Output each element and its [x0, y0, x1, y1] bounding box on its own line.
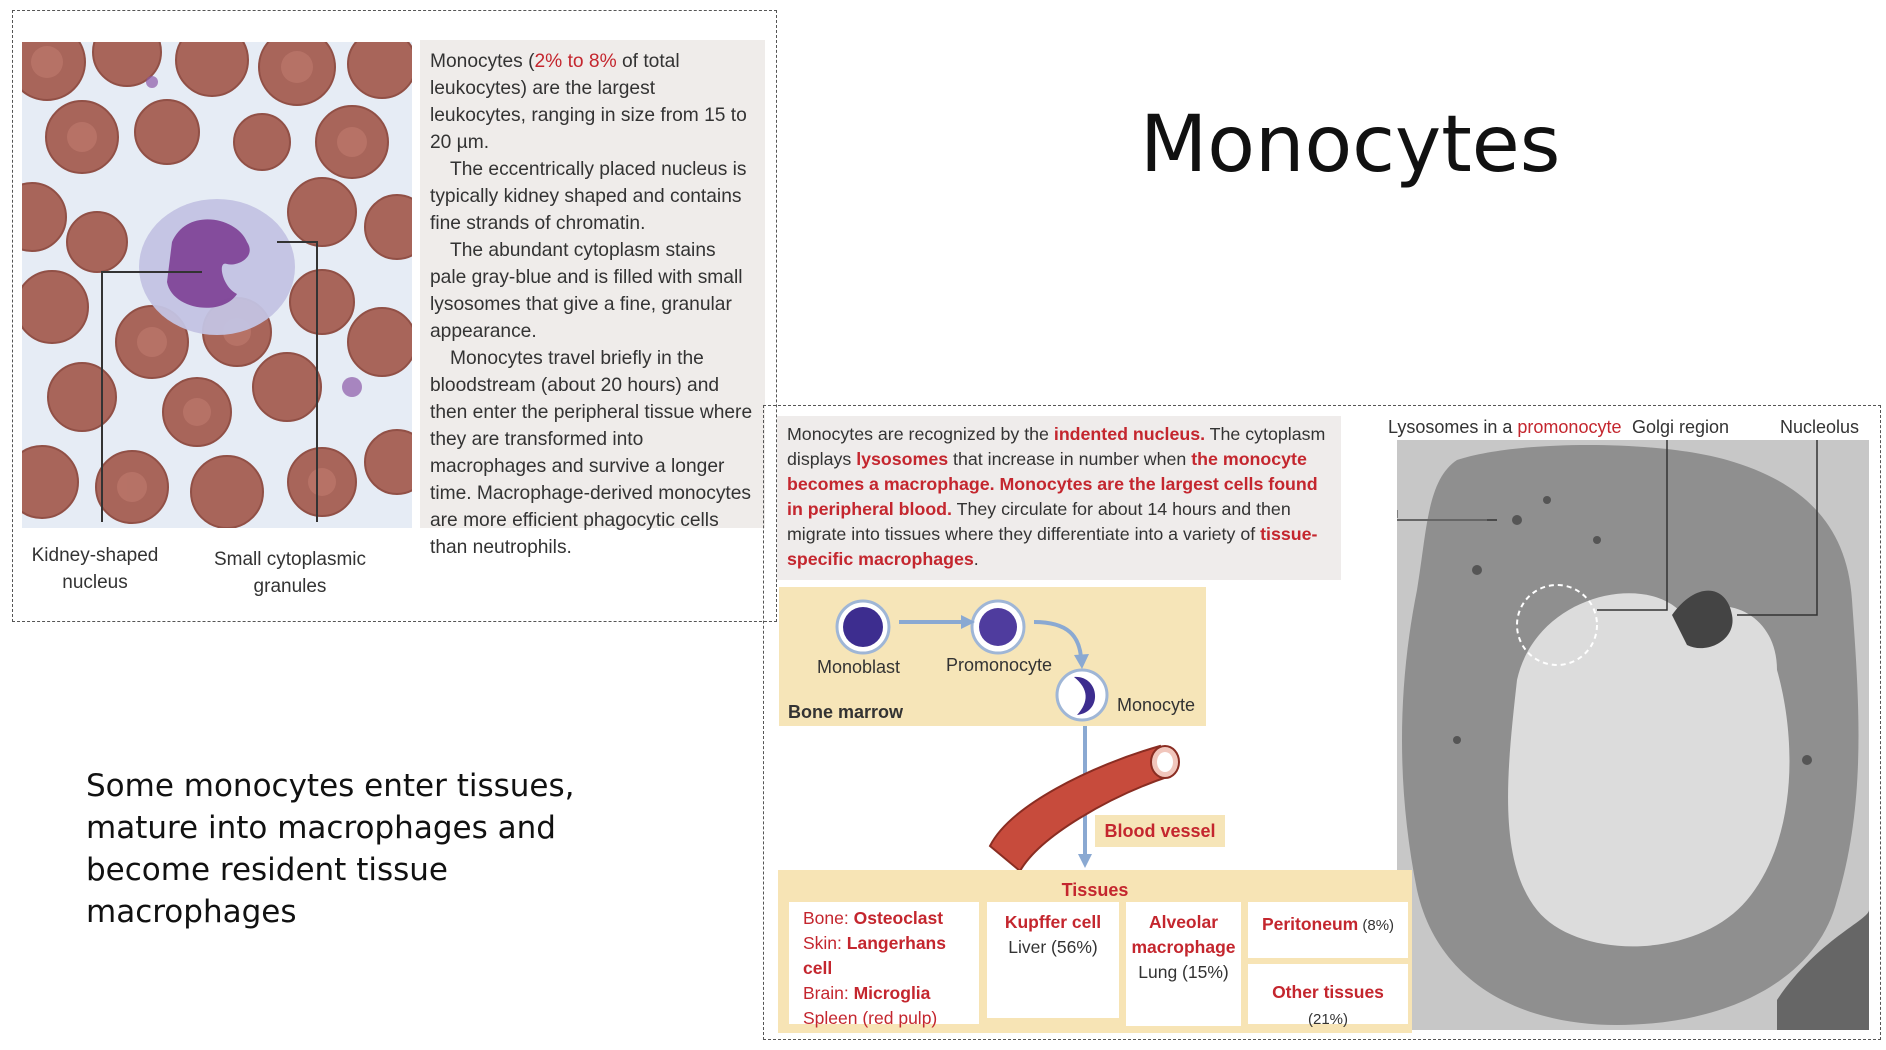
- tissue-kupffer-cell: Kupffer cell: [1004, 912, 1102, 932]
- para1-percentage: 2% to 8%: [534, 51, 617, 72]
- tissue-spleen-value: (red pulp): [862, 1008, 938, 1028]
- tissue-box-misc: Bone: Osteoclast Skin: Langerhans cell B…: [789, 902, 979, 1028]
- tissue-brain: Brain: Microglia: [803, 981, 965, 1006]
- label-kidney-shaped-nucleus: Kidney-shaped nucleus: [20, 542, 170, 596]
- tissue-bone-value: Osteoclast: [853, 908, 944, 928]
- text2-tissue-specific: tissue-specific macrophages: [787, 524, 1318, 569]
- tissue-box-other: Other tissues (21%): [1248, 964, 1408, 1028]
- label-kidney-shaped-line2: nucleus: [62, 572, 128, 593]
- text2-macrophage-emphasis: the monocyte becomes a macrophage. Monoc…: [787, 449, 1318, 519]
- text2-part3: The cytoplasm displays: [787, 424, 1326, 469]
- text2-part5: that increase in number when: [948, 449, 1192, 469]
- tissue-bone: Bone: Osteoclast: [803, 906, 965, 931]
- label-bone-marrow: Bone marrow: [788, 702, 904, 722]
- tissues-box: Tissues Bone: Osteoclast Skin: Langerhan…: [778, 870, 1412, 1033]
- tissue-spleen-label: Spleen: [803, 1008, 863, 1028]
- text2-part1: Monocytes are recognized by the: [787, 424, 1054, 444]
- text2-indented-nucleus: indented nucleus.: [1053, 424, 1206, 444]
- description-para-2: The eccentrically placed nucleus is typi…: [430, 159, 747, 234]
- tissue-skin-label: Skin:: [803, 933, 847, 953]
- tissue-skin: Skin: Langerhans cell: [803, 931, 965, 981]
- tissue-alveolar-line1: Alveolar: [1148, 912, 1219, 932]
- slide-body-text: Some monocytes enter tissues, mature int…: [86, 768, 575, 930]
- tissue-box-kupffer: Kupffer cell Liver (56%): [987, 902, 1119, 1018]
- label-monocyte: Monocyte: [1117, 695, 1196, 715]
- monocyte-differentiation-panel: [763, 405, 1881, 1040]
- tissue-box-peritoneum: Peritoneum (8%): [1248, 902, 1408, 958]
- description-para-3: The abundant cytoplasm stains pale gray-…: [430, 240, 743, 342]
- em-label-lysosomes: Lysosomes in a promonocyte: [1388, 417, 1621, 438]
- tissue-peritoneum-pct: (8%): [1358, 917, 1395, 934]
- electron-micrograph-illustration: [1397, 440, 1869, 1030]
- tissue-liver: Liver (56%): [1008, 937, 1098, 957]
- para1-end: of total leukocytes) are the largest leu…: [430, 51, 747, 153]
- text2-period: .: [973, 549, 979, 569]
- description-para-4: Monocytes travel briefly in the bloodstr…: [430, 348, 753, 558]
- description-para-1: Monocytes (2% to 8% of total leukocytes)…: [430, 48, 755, 156]
- em-label-golgi-region: Golgi region: [1632, 417, 1730, 437]
- tissue-brain-label: Brain:: [803, 983, 854, 1003]
- bone-marrow-flow-box: Monoblast Promonocyte Monocyte Bone marr…: [779, 587, 1206, 726]
- em-label-nucleolus: Nucleolus: [1780, 417, 1860, 437]
- blood-vessel-illustration: [988, 726, 1180, 873]
- blood-smear-micrograph: [22, 42, 412, 528]
- tissue-lung: Lung (15%): [1138, 962, 1229, 982]
- tissue-box-alveolar: Alveolar macrophage Lung (15%): [1126, 902, 1241, 1026]
- tissue-brain-value: Microglia: [853, 983, 931, 1003]
- cell-lineage-illustration: [835, 599, 1109, 722]
- tissue-other: Other tissues: [1272, 982, 1384, 1002]
- tissue-skin-value: Langerhans cell: [803, 933, 946, 978]
- label-small-cytoplasmic-granules: Small cytoplasmic granules: [205, 546, 375, 600]
- label-granules-line2: granules: [253, 576, 327, 597]
- tissue-bone-label: Bone:: [803, 908, 854, 928]
- text2-lysosomes: lysosomes: [856, 449, 949, 469]
- blood-smear-figure-panel: [12, 10, 777, 622]
- para1-start: Monocytes (: [430, 51, 535, 72]
- monocyte-description-text: Monocytes (2% to 8% of total leukocytes)…: [420, 40, 765, 558]
- label-promonocyte: Promonocyte: [946, 655, 1053, 675]
- em-label-promonocyte-text: promonocyte: [1517, 417, 1622, 437]
- label-kidney-shaped-line1: Kidney-shaped: [31, 545, 159, 566]
- tissues-heading: Tissues: [1061, 880, 1129, 900]
- tissue-spleen: Spleen (red pulp): [803, 1006, 965, 1031]
- tissue-other-pct: (21%): [1307, 1011, 1348, 1028]
- text2-part7: They circulate for about 14 hours and th…: [787, 499, 1291, 544]
- monocyte-recognition-text: Monocytes are recognized by the indented…: [777, 416, 1341, 580]
- electron-micrograph: [1397, 440, 1869, 1030]
- slide-title: Monocytes: [1140, 100, 1561, 190]
- label-monoblast: Monoblast: [817, 657, 901, 677]
- label-granules-line1: Small cytoplasmic: [213, 549, 367, 570]
- em-label-lysosomes-text: Lysosomes in a: [1388, 417, 1518, 437]
- tissue-peritoneum: Peritoneum: [1261, 914, 1359, 934]
- label-blood-vessel-text: Blood vessel: [1104, 821, 1216, 841]
- tissue-alveolar-line2: macrophage: [1131, 937, 1236, 957]
- label-blood-vessel: Blood vessel: [1095, 815, 1225, 847]
- blood-smear-illustration: [22, 42, 412, 528]
